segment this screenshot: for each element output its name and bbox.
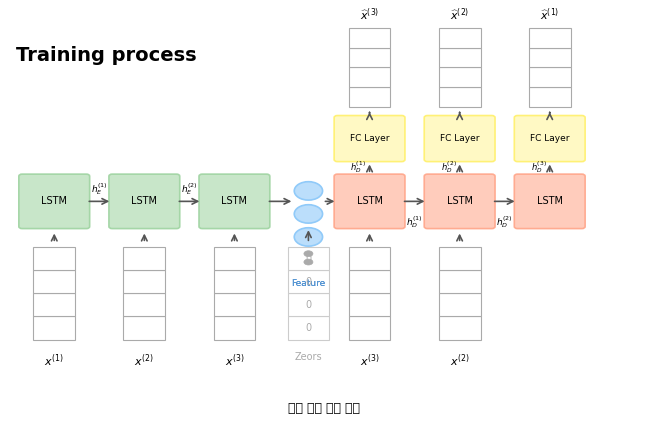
Text: LSTM: LSTM (42, 196, 67, 206)
Bar (349, 67, 391, 87)
Bar (439, 28, 480, 48)
Text: $\widehat{x}^{(2)}$: $\widehat{x}^{(2)}$ (450, 7, 469, 23)
Text: LSTM: LSTM (131, 196, 157, 206)
Text: LSTM: LSTM (447, 196, 472, 206)
Bar (349, 271, 391, 294)
Text: LSTM: LSTM (356, 196, 382, 206)
Bar (439, 87, 480, 107)
Bar (349, 48, 391, 67)
Text: $h_D^{(2)}$: $h_D^{(2)}$ (441, 160, 456, 176)
Text: 모델 학습 과정 예시: 모델 학습 과정 예시 (289, 402, 360, 415)
Bar (214, 317, 255, 340)
Bar (529, 48, 570, 67)
Circle shape (304, 251, 313, 256)
FancyBboxPatch shape (424, 115, 495, 161)
Bar (123, 271, 165, 294)
Text: $h_D^{(3)}$: $h_D^{(3)}$ (531, 160, 546, 176)
Bar (349, 294, 391, 317)
Bar (288, 294, 329, 317)
Bar (349, 248, 391, 271)
Text: 0: 0 (305, 254, 312, 264)
Bar (123, 294, 165, 317)
FancyBboxPatch shape (199, 174, 270, 229)
Bar (439, 294, 480, 317)
Circle shape (294, 181, 323, 200)
Bar (214, 271, 255, 294)
Bar (288, 317, 329, 340)
FancyBboxPatch shape (334, 115, 405, 161)
FancyBboxPatch shape (334, 174, 405, 229)
Text: 0: 0 (305, 300, 312, 310)
Text: LSTM: LSTM (221, 196, 247, 206)
Bar (439, 48, 480, 67)
Text: Zeors: Zeors (295, 352, 322, 362)
Text: $x^{(2)}$: $x^{(2)}$ (450, 352, 469, 368)
FancyBboxPatch shape (424, 174, 495, 229)
Bar (33, 271, 75, 294)
Text: 0: 0 (305, 277, 312, 287)
Text: $h_E^{(1)}$: $h_E^{(1)}$ (91, 181, 108, 197)
Circle shape (294, 205, 323, 223)
Text: $x^{(3)}$: $x^{(3)}$ (225, 352, 244, 368)
FancyBboxPatch shape (514, 115, 585, 161)
FancyBboxPatch shape (19, 174, 90, 229)
Bar (33, 294, 75, 317)
Bar (529, 87, 570, 107)
Bar (349, 28, 391, 48)
Text: 0: 0 (305, 323, 312, 333)
Bar (439, 248, 480, 271)
Text: Training process: Training process (16, 46, 196, 66)
Bar (288, 271, 329, 294)
Bar (529, 28, 570, 48)
Text: Feature: Feature (291, 279, 326, 288)
Bar (214, 294, 255, 317)
Bar (439, 317, 480, 340)
Text: FC Layer: FC Layer (440, 134, 480, 143)
Text: FC Layer: FC Layer (350, 134, 389, 143)
Bar (529, 67, 570, 87)
Text: $x^{(1)}$: $x^{(1)}$ (44, 352, 64, 368)
Bar (439, 271, 480, 294)
Bar (33, 317, 75, 340)
Text: Feature: Feature (291, 279, 326, 288)
Text: $\widehat{x}^{(1)}$: $\widehat{x}^{(1)}$ (540, 7, 559, 23)
FancyBboxPatch shape (514, 174, 585, 229)
Text: $x^{(2)}$: $x^{(2)}$ (134, 352, 154, 368)
Bar (214, 248, 255, 271)
Text: $h_E^{(2)}$: $h_E^{(2)}$ (181, 181, 198, 197)
Bar (33, 248, 75, 271)
Text: LSTM: LSTM (537, 196, 563, 206)
Text: $h_D^{(1)}$: $h_D^{(1)}$ (350, 160, 366, 176)
Circle shape (294, 228, 323, 246)
Bar (349, 87, 391, 107)
Bar (439, 67, 480, 87)
Text: $h_D^{(1)}$: $h_D^{(1)}$ (406, 214, 423, 230)
Text: $\widehat{x}^{(3)}$: $\widehat{x}^{(3)}$ (360, 7, 379, 23)
Circle shape (304, 259, 313, 265)
FancyBboxPatch shape (109, 174, 180, 229)
Text: $x^{(3)}$: $x^{(3)}$ (360, 352, 380, 368)
Bar (349, 317, 391, 340)
Bar (123, 248, 165, 271)
Bar (123, 317, 165, 340)
Text: $h_D^{(2)}$: $h_D^{(2)}$ (496, 214, 513, 230)
Bar (288, 248, 329, 271)
Text: FC Layer: FC Layer (530, 134, 569, 143)
